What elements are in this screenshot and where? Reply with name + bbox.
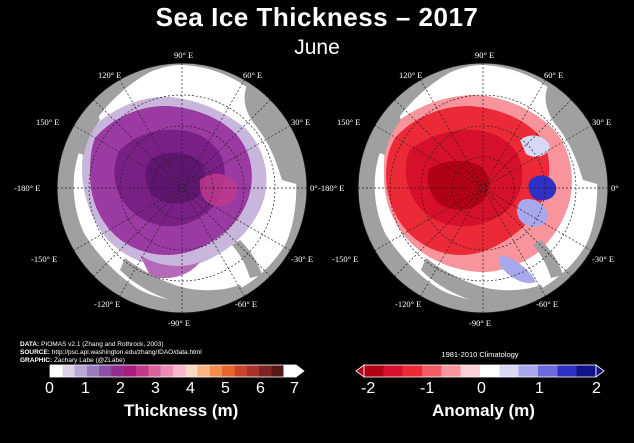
- thickness-tick: 0: [45, 380, 54, 397]
- lon-label: 90° E: [174, 50, 193, 60]
- lon-label: 150° E: [337, 117, 360, 127]
- lon-label: -60° E: [536, 299, 558, 309]
- lon-label: 60° E: [243, 70, 262, 80]
- data-label: DATA:: [20, 341, 40, 348]
- lon-label: 120° E: [98, 70, 121, 80]
- lon-label: -150° E: [332, 254, 358, 264]
- lon-label: -30° E: [291, 254, 313, 264]
- lon-label: -120° E: [395, 299, 421, 309]
- lon-label: -120° E: [94, 299, 120, 309]
- credits-block: DATA: PIOMAS v2.1 (Zhang and Rothrock, 2…: [20, 341, 202, 365]
- lon-label: 0°: [310, 183, 318, 193]
- anomaly-tick: -2: [361, 380, 376, 397]
- lon-label: -180° E: [318, 183, 344, 193]
- anomaly-tick: 1: [535, 380, 544, 397]
- lon-label: 120° E: [399, 70, 422, 80]
- thickness-tick: 6: [256, 380, 265, 397]
- page-title: Sea Ice Thickness – 2017: [155, 2, 479, 32]
- lon-label: -60° E: [235, 299, 257, 309]
- anomaly-tick: 0: [477, 380, 486, 397]
- lon-label: 90° E: [475, 50, 494, 60]
- graphic-value: Zachary Labe (@ZLabe): [53, 357, 125, 364]
- lon-label: 150° E: [36, 117, 59, 127]
- lon-label: 60° E: [544, 70, 563, 80]
- lon-label: -30° E: [592, 254, 614, 264]
- anomaly-colorbar: [355, 364, 605, 378]
- thickness-tick: 5: [221, 380, 230, 397]
- thickness-tick: 1: [81, 380, 90, 397]
- thickness-lon-labels: 90° E 120° E 60° E 150° E 30° E -180° E …: [14, 50, 318, 328]
- thickness-colorbar-label: Thickness (m): [124, 401, 239, 420]
- thickness-map: [56, 62, 308, 314]
- thickness-colorbar: [49, 364, 305, 378]
- lon-label: -180° E: [14, 183, 40, 193]
- lon-label: 0°: [611, 183, 619, 193]
- lon-label: -90° E: [168, 318, 190, 328]
- anomaly-tick: 2: [592, 380, 601, 397]
- anomaly-map: [357, 62, 609, 314]
- lon-label: 30° E: [592, 117, 611, 127]
- lon-label: -90° E: [469, 318, 491, 328]
- anomaly-colorbar-label: Anomaly (m): [432, 401, 535, 420]
- thickness-tick: 3: [151, 380, 160, 397]
- thickness-tick: 7: [290, 380, 299, 397]
- page-subtitle: June: [294, 36, 340, 59]
- lon-label: 30° E: [291, 117, 310, 127]
- source-value: http://psc.apl.washington.edu/zhang/IDAO…: [51, 349, 202, 356]
- source-label: SOURCE:: [20, 349, 50, 356]
- climatology-label: 1981-2010 Climatology: [441, 350, 519, 359]
- anomaly-tick: -1: [420, 380, 435, 397]
- anomaly-lon-labels: 90° E 120° E 60° E 150° E 30° E -180° E …: [318, 50, 619, 328]
- thickness-tick: 2: [116, 380, 125, 397]
- data-value: PIOMAS v2.1 (Zhang and Rothrock, 2003): [41, 341, 164, 348]
- graphic-label: GRAPHIC:: [20, 357, 53, 364]
- thickness-tick: 4: [186, 380, 195, 397]
- lon-label: -150° E: [31, 254, 57, 264]
